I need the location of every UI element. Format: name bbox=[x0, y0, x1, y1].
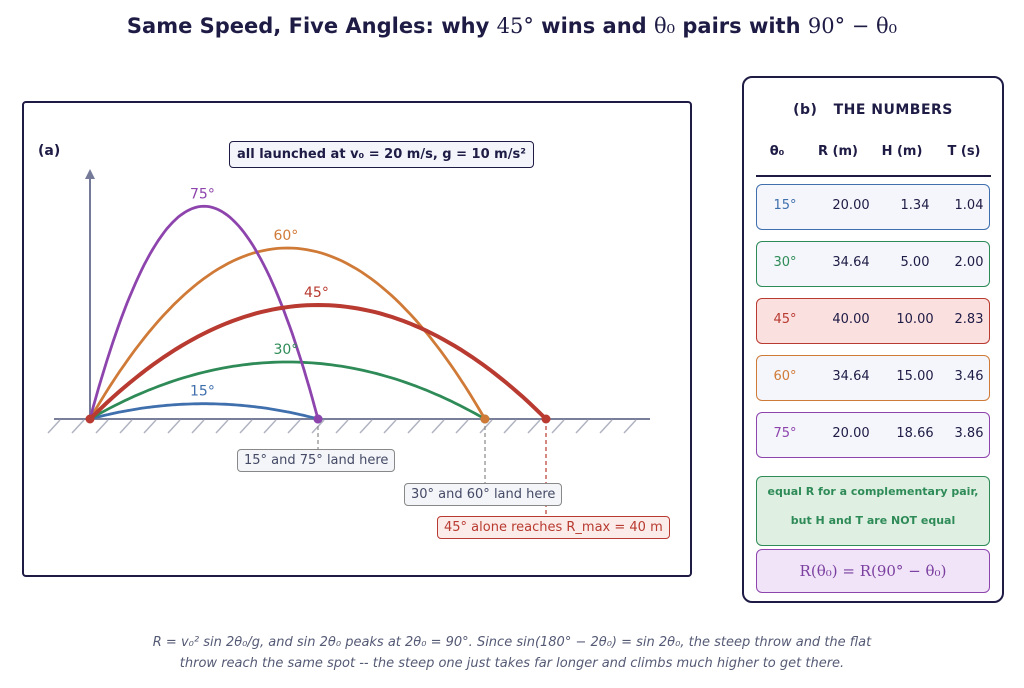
hatch-mark bbox=[191, 419, 205, 434]
cell-angle: 75° bbox=[773, 426, 797, 441]
table-row: 30° 34.64 5.00 2.00 bbox=[756, 241, 990, 287]
title-angle45: 45° bbox=[496, 14, 534, 38]
header-theta: θ₀ bbox=[769, 144, 785, 159]
angle-label-30: 30° bbox=[273, 342, 298, 358]
header-range: R (m) bbox=[818, 144, 858, 159]
table-row: 45° 40.00 10.00 2.83 bbox=[756, 298, 990, 344]
hatch-mark bbox=[503, 419, 517, 434]
angle-label-45: 45° bbox=[304, 285, 329, 301]
trajectory-45 bbox=[88, 302, 548, 421]
landing-point-60 bbox=[480, 414, 490, 424]
hatch-mark bbox=[551, 419, 565, 434]
annotation-15-75: 15° and 75° land here bbox=[237, 449, 396, 472]
ground-hatching bbox=[47, 418, 650, 434]
panel-b-label: (b) bbox=[793, 102, 818, 118]
range-formula: R(θ₀) = R(90° − θ₀) bbox=[756, 549, 990, 593]
header-height: H (m) bbox=[881, 144, 923, 159]
cell-height: 10.00 bbox=[896, 312, 934, 327]
trajectory-15 bbox=[89, 402, 319, 421]
hatch-mark bbox=[599, 419, 613, 434]
hatch-mark bbox=[407, 419, 421, 434]
table-row: 75° 20.00 18.66 3.86 bbox=[756, 412, 990, 458]
cell-time: 3.46 bbox=[954, 369, 984, 384]
landing-point-75 bbox=[313, 414, 323, 424]
hatch-mark bbox=[455, 419, 469, 434]
trajectory-60 bbox=[88, 246, 487, 420]
hatch-mark bbox=[263, 419, 277, 434]
hatch-mark bbox=[119, 419, 133, 434]
trajectory-75 bbox=[88, 204, 320, 420]
launch-conditions-box: all launched at v₀ = 20 m/s, g = 10 m/s² bbox=[229, 141, 534, 168]
table-row: 15° 20.00 1.34 1.04 bbox=[756, 184, 990, 230]
hatch-mark bbox=[239, 419, 253, 434]
hatch-mark bbox=[215, 419, 229, 434]
cell-range: 40.00 bbox=[832, 312, 870, 327]
header-time: T (s) bbox=[947, 144, 981, 159]
cell-time: 3.86 bbox=[954, 426, 984, 441]
title-theta: θ₀ bbox=[654, 14, 676, 38]
axis-arrow-icon bbox=[85, 169, 95, 179]
hatch-mark bbox=[575, 419, 589, 434]
angle-label-15: 15° bbox=[190, 384, 215, 400]
annotation-45-max: 45° alone reaches R_max = 40 m bbox=[437, 516, 670, 539]
hatch-mark bbox=[143, 419, 157, 434]
page-title: Same Speed, Five Angles: why 45° wins an… bbox=[0, 14, 1024, 38]
trajectory-30 bbox=[89, 360, 486, 421]
hatch-mark bbox=[71, 419, 85, 434]
hatch-mark bbox=[431, 419, 445, 434]
landing-point-45 bbox=[541, 414, 551, 424]
caption-line-2: throw reach the same spot -- the steep o… bbox=[179, 656, 845, 671]
cell-height: 1.34 bbox=[900, 198, 930, 213]
hatch-mark bbox=[479, 419, 493, 434]
cell-range: 34.64 bbox=[832, 255, 870, 270]
cell-height: 15.00 bbox=[896, 369, 934, 384]
launch-point bbox=[85, 414, 95, 424]
cell-time: 2.00 bbox=[954, 255, 984, 270]
cell-angle: 15° bbox=[773, 198, 797, 213]
cell-range: 20.00 bbox=[832, 198, 870, 213]
complementary-note: equal R for a complementary pair, but H … bbox=[756, 476, 990, 546]
caption-line-1: R = v₀² sin 2θ₀/g, and sin 2θ₀ peaks at … bbox=[152, 635, 872, 650]
cell-time: 1.04 bbox=[954, 198, 984, 213]
annotation-30-60: 30° and 60° land here bbox=[404, 483, 563, 506]
header-divider bbox=[756, 175, 991, 177]
note-line-2: but H and T are NOT equal bbox=[790, 514, 956, 527]
cell-height: 5.00 bbox=[900, 255, 930, 270]
hatch-mark bbox=[335, 419, 349, 434]
table-row: 60° 34.64 15.00 3.46 bbox=[756, 355, 990, 401]
hatch-mark bbox=[167, 419, 181, 434]
cell-range: 34.64 bbox=[832, 369, 870, 384]
panel-a-label: (a) bbox=[38, 143, 61, 159]
cell-height: 18.66 bbox=[896, 426, 934, 441]
cell-angle: 45° bbox=[773, 312, 797, 327]
hatch-mark bbox=[383, 419, 397, 434]
hatch-mark bbox=[47, 419, 61, 434]
title-prefix: Same Speed, Five Angles: why bbox=[126, 14, 490, 38]
cell-range: 20.00 bbox=[832, 426, 870, 441]
angle-label-75: 75° bbox=[190, 186, 215, 202]
trajectory-panel: 15° 30° 60° 75° 45° (a) all launched at v₀ =… bbox=[22, 101, 692, 577]
title-complement: 90° − θ₀ bbox=[807, 14, 898, 38]
hatch-mark bbox=[287, 419, 301, 434]
hatch-mark bbox=[359, 419, 373, 434]
hatch-mark bbox=[527, 419, 541, 434]
hatch-mark bbox=[95, 419, 109, 434]
cell-angle: 30° bbox=[773, 255, 797, 270]
cell-time: 2.83 bbox=[954, 312, 984, 327]
cell-angle: 60° bbox=[773, 369, 797, 384]
title-middle: wins and bbox=[541, 14, 647, 38]
panel-b-title: THE NUMBERS bbox=[833, 102, 953, 118]
caption: R = v₀² sin 2θ₀/g, and sin 2θ₀ peaks at … bbox=[0, 632, 1024, 674]
numbers-panel: (b) THE NUMBERS θ₀ R (m) H (m) T (s) 15°… bbox=[742, 76, 1004, 603]
angle-label-60: 60° bbox=[273, 228, 298, 244]
trajectory-plot: 15° 30° 60° 75° 45° bbox=[47, 169, 650, 517]
hatch-mark bbox=[623, 419, 637, 434]
numbers-title: (b) THE NUMBERS bbox=[744, 102, 1002, 118]
note-line-1: equal R for a complementary pair, bbox=[767, 485, 979, 498]
title-suffix: pairs with bbox=[682, 14, 801, 38]
